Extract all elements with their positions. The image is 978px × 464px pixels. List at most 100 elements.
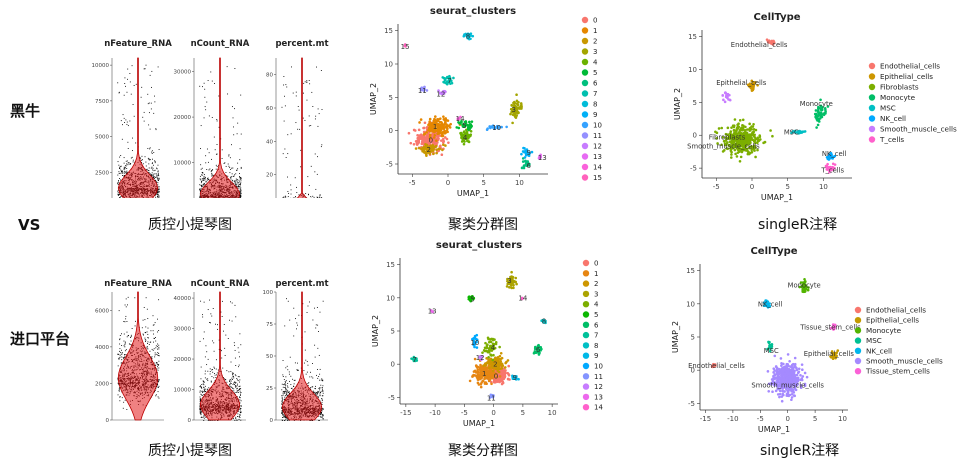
point xyxy=(209,168,211,170)
point xyxy=(283,379,285,380)
point xyxy=(207,161,209,163)
point xyxy=(317,416,319,418)
point xyxy=(312,377,314,379)
point xyxy=(154,101,156,103)
point xyxy=(300,166,302,168)
point xyxy=(239,399,241,401)
point xyxy=(118,193,120,195)
point xyxy=(157,170,159,172)
point xyxy=(322,388,323,390)
point xyxy=(118,164,120,166)
point xyxy=(200,400,201,402)
point xyxy=(240,167,242,169)
point xyxy=(152,333,154,335)
point xyxy=(156,192,158,194)
point xyxy=(122,357,124,358)
point xyxy=(239,412,241,414)
point xyxy=(236,179,238,181)
point xyxy=(300,149,302,151)
point xyxy=(203,301,205,303)
point xyxy=(154,179,156,181)
point xyxy=(237,390,239,392)
point xyxy=(240,182,242,184)
point xyxy=(239,188,241,190)
point xyxy=(303,370,305,372)
point xyxy=(306,80,308,82)
point xyxy=(127,171,129,173)
point xyxy=(233,390,235,392)
y-tick-label: 10000 xyxy=(92,63,110,69)
point xyxy=(199,197,201,198)
point xyxy=(156,348,158,350)
point xyxy=(199,85,201,87)
point xyxy=(126,91,128,93)
point xyxy=(118,310,120,312)
point xyxy=(211,116,213,118)
y-tick-label: 4000 xyxy=(95,345,109,351)
point xyxy=(309,376,311,378)
y-tick-label: 100 xyxy=(263,290,274,296)
point xyxy=(234,180,236,182)
point xyxy=(130,93,132,95)
point xyxy=(124,341,126,343)
point xyxy=(236,133,238,135)
point xyxy=(319,387,320,389)
point xyxy=(124,344,126,346)
point xyxy=(143,111,145,113)
point xyxy=(120,353,122,355)
point xyxy=(317,393,318,395)
point xyxy=(202,180,204,181)
point xyxy=(208,152,210,154)
y-tick-label: 0 xyxy=(106,418,110,424)
point xyxy=(199,406,201,408)
point xyxy=(213,373,215,374)
point xyxy=(156,368,158,370)
point xyxy=(201,178,203,180)
point xyxy=(319,373,321,375)
point xyxy=(320,70,322,71)
point xyxy=(155,173,157,175)
point xyxy=(203,384,205,386)
point xyxy=(216,166,218,168)
point xyxy=(230,386,232,388)
point xyxy=(234,304,236,306)
point xyxy=(211,173,213,175)
point xyxy=(151,163,153,165)
point xyxy=(158,186,160,188)
point xyxy=(238,179,240,181)
y-tick-label: 75 xyxy=(266,322,273,328)
point xyxy=(124,354,125,355)
point xyxy=(239,197,241,198)
point xyxy=(135,142,137,144)
point xyxy=(207,177,209,179)
point xyxy=(119,197,120,198)
point xyxy=(206,179,208,181)
point xyxy=(235,386,237,388)
point xyxy=(232,383,234,385)
point xyxy=(223,330,224,332)
point xyxy=(230,178,232,180)
point xyxy=(287,191,289,193)
point xyxy=(119,339,121,341)
point xyxy=(151,70,153,72)
point xyxy=(215,359,217,361)
point xyxy=(145,339,147,341)
point xyxy=(213,367,215,369)
point xyxy=(239,379,241,381)
point xyxy=(231,173,233,175)
point xyxy=(124,167,126,168)
point xyxy=(118,383,119,385)
point xyxy=(306,81,308,83)
point xyxy=(125,165,127,167)
point xyxy=(282,411,284,413)
point xyxy=(202,381,204,383)
point xyxy=(155,345,157,347)
point xyxy=(204,184,206,186)
point xyxy=(287,134,289,136)
point xyxy=(201,387,203,389)
point xyxy=(158,381,159,383)
point xyxy=(237,413,239,415)
point xyxy=(236,388,238,390)
point xyxy=(207,380,209,382)
point xyxy=(318,113,320,115)
